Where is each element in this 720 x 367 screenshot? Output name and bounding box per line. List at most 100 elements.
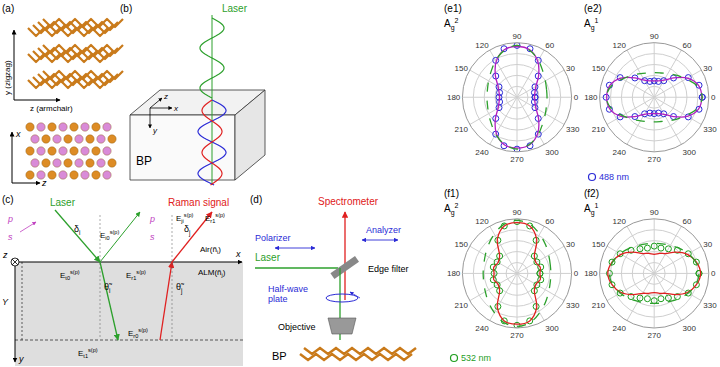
svg-text:150: 150 xyxy=(592,240,606,249)
svg-text:θ̃i: θ̃i xyxy=(104,282,113,294)
svg-text:p: p xyxy=(7,214,13,224)
svg-text:240: 240 xyxy=(612,148,626,157)
svg-text:30: 30 xyxy=(566,240,575,249)
svg-text:(a): (a) xyxy=(2,3,14,14)
svg-text:BP: BP xyxy=(272,350,287,362)
svg-text:(d): (d) xyxy=(250,194,262,205)
svg-text:120: 120 xyxy=(475,217,489,226)
svg-text:120: 120 xyxy=(612,217,626,226)
svg-text:30: 30 xyxy=(703,240,712,249)
svg-text:x: x xyxy=(173,104,179,113)
svg-text:Laser: Laser xyxy=(222,3,248,14)
svg-text:532 nm: 532 nm xyxy=(461,353,491,363)
svg-text:Spectrometer: Spectrometer xyxy=(318,196,379,207)
svg-text:300: 300 xyxy=(683,324,697,333)
svg-text:120: 120 xyxy=(475,41,489,50)
svg-text:Et0s(p): Et0s(p) xyxy=(60,269,80,281)
svg-text:Objective: Objective xyxy=(278,322,316,332)
svg-text:y (zigzag): y (zigzag) xyxy=(3,60,12,95)
svg-text:0: 0 xyxy=(711,269,716,278)
svg-text:60: 60 xyxy=(545,41,554,50)
svg-text:(e2): (e2) xyxy=(584,3,602,14)
svg-text:330: 330 xyxy=(703,125,717,134)
svg-text:Raman signal: Raman signal xyxy=(168,197,229,208)
svg-text:y: y xyxy=(18,354,24,364)
svg-text:(c): (c) xyxy=(2,194,14,205)
svg-text:240: 240 xyxy=(612,324,626,333)
svg-text:Half-waveplate: Half-waveplate xyxy=(268,284,308,304)
svg-text:210: 210 xyxy=(592,125,606,134)
svg-text:z (armchair): z (armchair) xyxy=(30,104,73,113)
svg-text:Y: Y xyxy=(2,297,9,307)
svg-text:y: y xyxy=(152,126,158,135)
svg-text:270: 270 xyxy=(510,331,524,340)
svg-text:Er1s(p): Er1s(p) xyxy=(205,212,225,224)
svg-text:(b): (b) xyxy=(120,3,132,14)
svg-text:x: x xyxy=(235,249,241,259)
svg-text:180: 180 xyxy=(584,269,598,278)
svg-text:Laser: Laser xyxy=(255,252,281,263)
svg-text:Ag2: Ag2 xyxy=(444,17,459,33)
svg-text:90: 90 xyxy=(650,32,659,41)
svg-text:Air(ñi): Air(ñi) xyxy=(200,245,221,255)
svg-text:BP: BP xyxy=(136,154,152,168)
svg-text:s: s xyxy=(150,232,155,242)
svg-text:300: 300 xyxy=(683,148,697,157)
svg-text:210: 210 xyxy=(455,301,469,310)
svg-text:90: 90 xyxy=(513,208,522,217)
svg-text:p: p xyxy=(149,214,155,224)
svg-text:240: 240 xyxy=(475,324,489,333)
svg-text:Ei0s(p): Ei0s(p) xyxy=(100,229,119,241)
svg-text:30: 30 xyxy=(703,64,712,73)
svg-text:180: 180 xyxy=(447,93,461,102)
svg-text:488 nm: 488 nm xyxy=(599,172,629,182)
svg-text:330: 330 xyxy=(703,301,717,310)
svg-text:Laser: Laser xyxy=(50,197,76,208)
svg-text:240: 240 xyxy=(475,148,489,157)
svg-text:90: 90 xyxy=(650,208,659,217)
svg-text:180: 180 xyxy=(584,93,598,102)
svg-text:0: 0 xyxy=(574,269,579,278)
svg-text:δi: δi xyxy=(74,224,80,236)
svg-text:180: 180 xyxy=(447,269,461,278)
svg-text:270: 270 xyxy=(648,331,662,340)
svg-text:150: 150 xyxy=(455,64,469,73)
svg-text:z: z xyxy=(41,178,47,188)
svg-text:z: z xyxy=(2,250,8,260)
svg-text:Ag2: Ag2 xyxy=(444,202,459,218)
svg-text:Ag1: Ag1 xyxy=(584,202,599,218)
svg-text:60: 60 xyxy=(683,217,692,226)
svg-text:0: 0 xyxy=(574,93,579,102)
svg-text:(f1): (f1) xyxy=(444,188,459,199)
svg-text:Et1s(p): Et1s(p) xyxy=(78,347,98,359)
svg-text:Ag1: Ag1 xyxy=(584,17,599,33)
svg-text:300: 300 xyxy=(545,324,559,333)
svg-text:(f2): (f2) xyxy=(584,188,599,199)
svg-text:Polarizer: Polarizer xyxy=(255,233,291,243)
svg-text:210: 210 xyxy=(592,301,606,310)
svg-text:60: 60 xyxy=(683,41,692,50)
svg-text:Er1s(p): Er1s(p) xyxy=(126,269,146,281)
svg-text:60: 60 xyxy=(545,217,554,226)
svg-text:300: 300 xyxy=(545,148,559,157)
svg-text:90: 90 xyxy=(513,32,522,41)
svg-text:Analyzer: Analyzer xyxy=(366,225,401,235)
svg-text:ALM(ñj): ALM(ñj) xyxy=(198,268,226,278)
svg-text:270: 270 xyxy=(510,155,524,164)
svg-text:150: 150 xyxy=(455,240,469,249)
svg-text:330: 330 xyxy=(566,125,580,134)
svg-text:270: 270 xyxy=(648,155,662,164)
svg-text:x: x xyxy=(15,129,21,139)
svg-text:150: 150 xyxy=(592,64,606,73)
svg-text:δj: δj xyxy=(184,224,190,237)
svg-text:z: z xyxy=(163,92,168,101)
svg-text:330: 330 xyxy=(566,301,580,310)
svg-text:30: 30 xyxy=(566,64,575,73)
svg-text:Ejis(p): Ejis(p) xyxy=(176,212,194,224)
svg-text:Edge filter: Edge filter xyxy=(368,264,409,274)
svg-text:Er0s(p): Er0s(p) xyxy=(128,327,148,339)
svg-text:120: 120 xyxy=(612,41,626,50)
svg-text:(e1): (e1) xyxy=(444,3,462,14)
svg-text:s: s xyxy=(8,232,13,242)
svg-text:0: 0 xyxy=(711,93,716,102)
